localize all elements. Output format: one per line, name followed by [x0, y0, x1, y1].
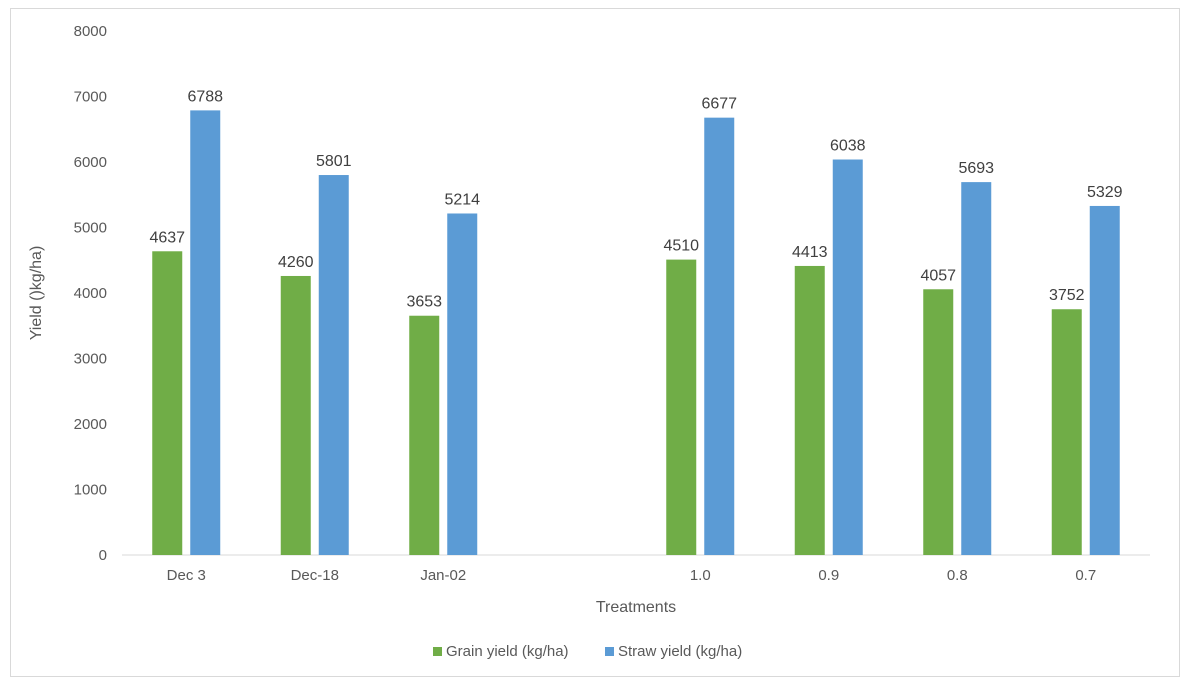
x-tick-label: Jan-02: [420, 567, 466, 584]
data-label: 5693: [958, 160, 994, 177]
x-tick-label: Dec-18: [291, 567, 339, 584]
x-tick-label: Dec 3: [167, 567, 206, 584]
y-tick-label: 0: [99, 547, 107, 564]
x-tick-label: 0.8: [947, 567, 968, 584]
legend-label: Straw yield (kg/ha): [618, 643, 742, 660]
grain-yield-bar: [409, 315, 440, 555]
straw-yield-bar: [318, 175, 349, 556]
data-label: 6677: [701, 96, 737, 113]
straw-yield-bar: [447, 213, 478, 555]
y-axis-title: Yield ()kg/ha): [28, 246, 45, 341]
y-axis-ticks: 0 1000 2000 3000 4000 5000 6000 7000 8000: [74, 23, 107, 564]
legend-swatch-straw: [605, 647, 614, 656]
y-tick-label: 5000: [74, 220, 107, 237]
data-label: 5214: [444, 191, 480, 208]
data-label: 4413: [792, 244, 828, 261]
data-label: 5801: [316, 153, 352, 170]
legend-label: Grain yield (kg/ha): [446, 643, 569, 660]
data-label: 5329: [1087, 184, 1123, 201]
x-tick-label: 0.7: [1075, 567, 1096, 584]
legend: Grain yield (kg/ha) Straw yield (kg/ha): [433, 643, 742, 660]
y-tick-label: 4000: [74, 285, 107, 302]
legend-swatch-grain: [433, 647, 442, 656]
y-tick-label: 1000: [74, 482, 107, 499]
y-tick-label: 7000: [74, 89, 107, 106]
straw-yield-bar: [832, 159, 863, 556]
data-labels: 4637 6788 4260 5801 3653 5214 4510 6677 4413 6038…: [149, 88, 1122, 310]
x-axis-title: Treatments: [596, 599, 676, 616]
x-tick-label: 0.9: [818, 567, 839, 584]
data-label: 6038: [830, 138, 866, 155]
data-label: 4057: [920, 267, 956, 284]
grain-yield-bar: [666, 259, 697, 555]
grain-yield-bar: [152, 251, 183, 556]
chart-frame: [10, 8, 1180, 677]
y-tick-label: 2000: [74, 416, 107, 433]
grain-yield-bar: [1051, 309, 1082, 555]
straw-yield-bar: [1089, 205, 1120, 555]
x-axis-ticks: Dec 3 Dec-18 Jan-02 1.0 0.9 0.8 0.7: [167, 567, 1097, 584]
data-label: 3653: [406, 294, 442, 311]
y-tick-label: 8000: [74, 23, 107, 40]
grain-yield-bar: [923, 289, 954, 555]
data-label: 4260: [278, 254, 314, 271]
y-tick-label: 6000: [74, 154, 107, 171]
grain-yield-bar: [280, 275, 311, 555]
x-tick-label: 1.0: [690, 567, 711, 584]
data-label: 3752: [1049, 287, 1085, 304]
bars: [152, 110, 1120, 556]
data-label: 4510: [663, 238, 699, 255]
data-label: 6788: [187, 88, 223, 105]
grain-yield-bar: [794, 265, 825, 555]
straw-yield-bar: [704, 117, 735, 556]
straw-yield-bar: [190, 110, 221, 556]
straw-yield-bar: [961, 182, 992, 555]
y-tick-label: 3000: [74, 351, 107, 368]
data-label: 4637: [149, 229, 185, 246]
